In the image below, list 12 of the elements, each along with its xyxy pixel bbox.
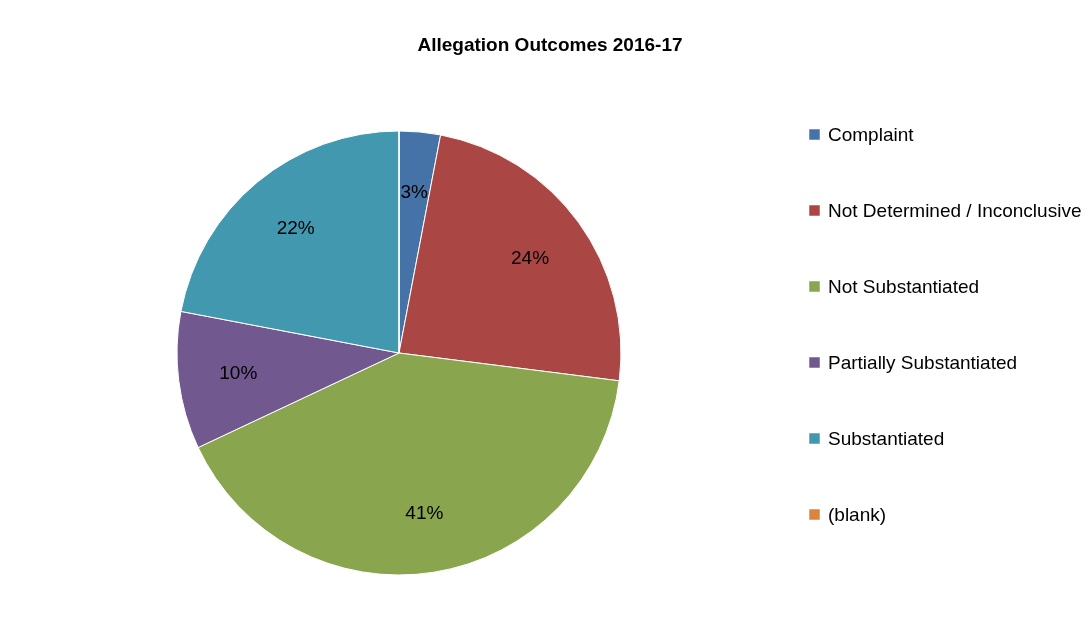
legend-label: Substantiated: [828, 427, 945, 449]
data-label: 10%: [219, 362, 258, 384]
data-label: 3%: [400, 180, 429, 202]
legend-label: (blank): [828, 503, 887, 525]
chart-title: Allegation Outcomes 2016-17: [417, 34, 683, 55]
legend-label: Not Determined / Inconclusive: [828, 199, 1082, 221]
data-label: 24%: [511, 246, 550, 268]
data-label: 22%: [276, 217, 315, 239]
legend-label: Complaint: [828, 123, 915, 145]
legend-label: Partially Substantiated: [828, 351, 1018, 373]
legend-label: Not Substantiated: [828, 275, 980, 297]
data-label: 41%: [405, 502, 444, 524]
